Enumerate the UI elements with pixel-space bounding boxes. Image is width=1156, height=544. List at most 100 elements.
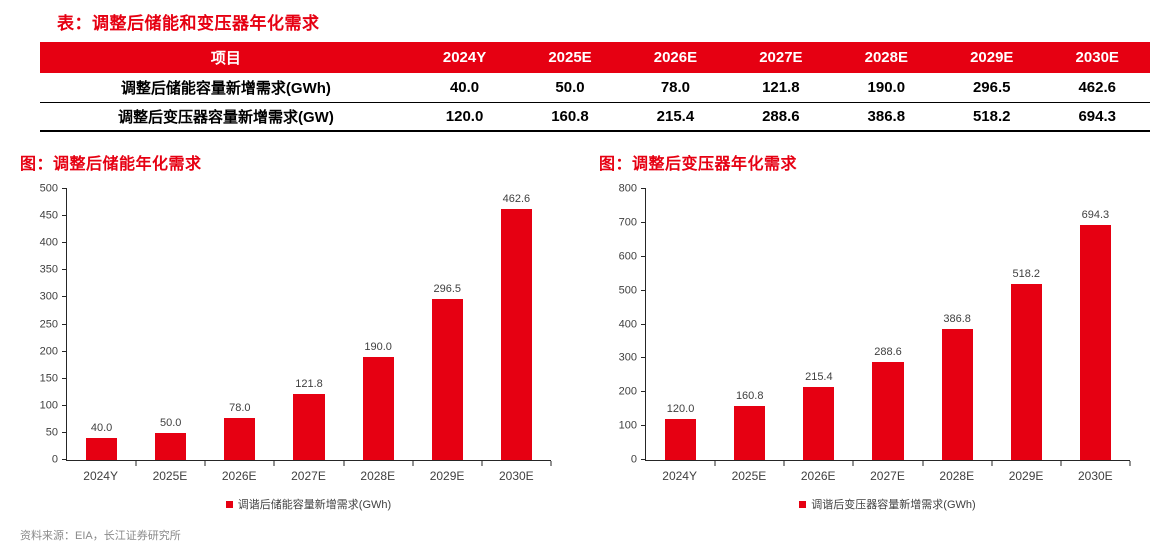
y-axis-tick-mark bbox=[641, 255, 646, 257]
y-axis-tick-label: 450 bbox=[39, 209, 58, 222]
table-header-year-col: 2027E bbox=[728, 42, 834, 73]
bar-value-label: 694.3 bbox=[1081, 208, 1110, 221]
table-cell-value: 160.8 bbox=[551, 107, 589, 125]
x-axis-category-label: 2027E bbox=[870, 469, 905, 483]
x-axis-category-label: 2026E bbox=[221, 469, 257, 483]
y-axis-tick-label: 50 bbox=[45, 426, 58, 439]
table-cell-value: 462.6 bbox=[1078, 78, 1116, 96]
bar-slot-2026E: 215.4 bbox=[784, 189, 853, 460]
transformer-chart-plot-area: 0 100 200 300 400 500 600 700 800 120.0 160.8 215.4… bbox=[619, 183, 1131, 466]
bar-slot-2024Y: 40.0 bbox=[67, 189, 136, 460]
data-source-note: 资料来源：EIA，长江证券研究所 bbox=[20, 530, 181, 542]
x-axis-category-label: 2025E bbox=[731, 469, 767, 483]
y-axis-tick-mark bbox=[62, 323, 67, 325]
bar-slot-2026E: 78.0 bbox=[205, 189, 274, 460]
bar-slot-2027E: 288.6 bbox=[853, 189, 922, 460]
bar-value-label: 78.0 bbox=[229, 401, 251, 414]
charts-row: 图：调整后储能年化需求 0 50 100 150 200 250 300 350 400 450 5… bbox=[0, 150, 1156, 512]
x-axis-category-label: 2025E bbox=[152, 469, 188, 483]
y-axis-tick-mark bbox=[62, 188, 67, 189]
bar-value-label: 190.0 bbox=[364, 341, 392, 354]
bar-2026E bbox=[224, 417, 256, 460]
y-axis-tick-mark bbox=[641, 391, 646, 393]
y-axis-tick-label: 0 bbox=[630, 453, 637, 466]
x-axis-tick-mark bbox=[922, 461, 924, 466]
y-axis-tick-label: 300 bbox=[618, 351, 637, 364]
bar-2025E bbox=[155, 432, 187, 460]
y-axis-tick-mark bbox=[62, 377, 67, 379]
transformer-bar-chart: 0 100 200 300 400 500 600 700 800 120.0 160.8 215.4… bbox=[619, 183, 1131, 512]
x-axis-tick-mark bbox=[550, 461, 552, 466]
table-row-label: 调整后变压器容量新增需求(GW) bbox=[118, 108, 334, 126]
bar-slot-2025E: 50.0 bbox=[136, 189, 205, 460]
table-header-year-col: 2029E bbox=[939, 42, 1045, 73]
bar-slot-2025E: 160.8 bbox=[715, 189, 784, 460]
x-axis-tick-mark bbox=[135, 461, 137, 466]
legend-label: 调谐后变压器容量新增需求(GWh) bbox=[811, 499, 976, 511]
bar-slot-2024Y: 120.0 bbox=[646, 189, 715, 460]
y-axis-tick-label: 600 bbox=[618, 250, 637, 263]
bar-slot-2028E: 190.0 bbox=[344, 189, 413, 460]
table-header-year-col: 2025E bbox=[517, 42, 623, 73]
bar-slot-2027E: 121.8 bbox=[274, 189, 343, 460]
x-axis-category-label: 2028E bbox=[360, 469, 396, 483]
table-body: 调整后储能容量新增需求(GWh) 40.0 50.0 78.0 121.8 190.0 29… bbox=[40, 73, 1150, 131]
storage-bar-chart: 0 50 100 150 200 250 300 350 400 450 500 40.0 50.0 78… bbox=[40, 183, 552, 512]
bar-2029E bbox=[1010, 284, 1042, 460]
bar-2030E bbox=[500, 209, 532, 460]
table-title: 表：调整后储能和变压器年化需求 bbox=[57, 14, 320, 33]
legend-label: 调谐后储能容量新增需求(GWh) bbox=[237, 499, 392, 511]
legend-marker-icon bbox=[225, 500, 233, 508]
table-header-year-col: 2026E bbox=[622, 42, 729, 73]
table-row-label: 调整后储能容量新增需求(GWh) bbox=[120, 79, 331, 97]
table-cell-value: 40.0 bbox=[449, 78, 480, 96]
bar-slot-2029E: 518.2 bbox=[992, 189, 1061, 460]
table-header-item-col: 项目 bbox=[40, 42, 412, 73]
y-axis-tick-mark bbox=[62, 296, 67, 298]
bar-slot-2030E: 694.3 bbox=[1061, 189, 1130, 460]
transformer-chart-legend: 调谐后变压器容量新增需求(GWh) bbox=[645, 496, 1130, 512]
bar-value-label: 50.0 bbox=[160, 416, 182, 429]
table-cell-value: 386.8 bbox=[867, 107, 906, 125]
x-axis-tick-mark bbox=[1129, 461, 1131, 466]
y-axis-tick-mark bbox=[641, 357, 646, 359]
y-axis-tick-mark bbox=[62, 215, 67, 217]
table-header-year-col: 2030E bbox=[1044, 42, 1150, 73]
x-axis-tick-mark bbox=[991, 461, 993, 466]
table-row: 调整后储能容量新增需求(GWh) 40.0 50.0 78.0 121.8 190.0 29… bbox=[40, 73, 1150, 102]
transformer-chart-x-axis: 2024Y 2025E 2026E 2027E 2028E 2029E 2030E bbox=[645, 461, 1130, 483]
y-axis-tick-label: 300 bbox=[39, 290, 58, 303]
y-axis-tick-label: 800 bbox=[618, 182, 637, 195]
y-axis-tick-mark bbox=[62, 242, 67, 244]
y-axis-tick-mark bbox=[641, 459, 646, 460]
y-axis-tick-label: 350 bbox=[39, 263, 58, 276]
bars-container: 120.0 160.8 215.4 288.6 386.8 518.2 694.3 bbox=[646, 189, 1130, 460]
y-axis-tick-label: 400 bbox=[618, 318, 637, 330]
storage-chart-plot-area: 0 50 100 150 200 250 300 350 400 450 500 40.0 50.0 78… bbox=[40, 183, 552, 466]
bar-slot-2029E: 296.5 bbox=[413, 189, 482, 460]
y-axis-tick-mark bbox=[62, 269, 67, 271]
bar-slot-2030E: 462.6 bbox=[482, 189, 551, 460]
bar-2027E bbox=[293, 394, 325, 460]
y-axis-tick-label: 100 bbox=[618, 419, 637, 432]
x-axis-category-label: 2024Y bbox=[662, 469, 697, 483]
bar-2025E bbox=[734, 405, 766, 460]
table-cell-value: 215.4 bbox=[656, 107, 695, 125]
x-axis-category-label: 2030E bbox=[498, 469, 534, 483]
x-axis-tick-mark bbox=[273, 461, 275, 466]
x-axis-tick-mark bbox=[852, 461, 854, 466]
bar-value-label: 288.6 bbox=[874, 346, 902, 359]
bar-value-label: 296.5 bbox=[433, 283, 462, 296]
y-axis-tick-mark bbox=[641, 221, 646, 223]
table-cell-value: 190.0 bbox=[867, 78, 906, 96]
bar-value-label: 160.8 bbox=[735, 389, 764, 402]
y-axis-tick-mark bbox=[641, 289, 646, 291]
x-axis-category-label: 2026E bbox=[800, 469, 836, 483]
table-cell-value: 121.8 bbox=[762, 78, 800, 96]
x-axis-category-label: 2027E bbox=[291, 469, 326, 483]
table-header-year-col: 2028E bbox=[833, 42, 940, 73]
y-axis-tick-label: 100 bbox=[39, 399, 58, 412]
legend-marker-icon bbox=[799, 500, 807, 508]
y-axis-tick-mark bbox=[641, 425, 646, 427]
table-cell-value: 694.3 bbox=[1078, 107, 1116, 125]
